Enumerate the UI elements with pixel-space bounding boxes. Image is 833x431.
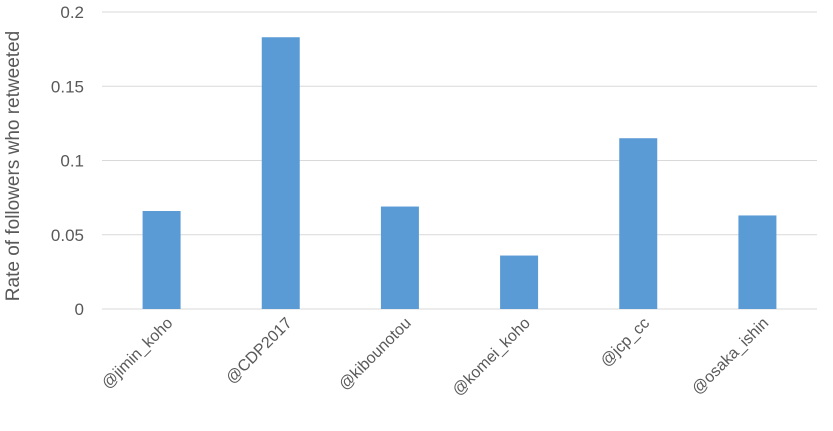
bar	[738, 215, 777, 309]
bar	[380, 206, 419, 309]
bar	[619, 138, 658, 309]
x-tick-labels: @jimin_koho @CDP2017 @kibounotou @komei_koh…	[99, 315, 772, 400]
bar	[261, 37, 300, 310]
y-tick-label: 0.05	[51, 226, 84, 245]
gridlines	[102, 11, 817, 310]
bar	[142, 210, 181, 309]
x-tick-label: @jcp_cc	[598, 315, 654, 371]
x-tick-label: @komei_koho	[449, 315, 534, 400]
bars	[142, 37, 777, 310]
bar	[500, 255, 539, 309]
y-tick-label: 0.15	[51, 77, 84, 96]
y-axis-label: Rate of followers who retweeted	[3, 31, 24, 301]
y-tick-label: 0	[75, 300, 84, 319]
x-tick-label: @CDP2017	[223, 315, 296, 388]
y-tick-label: 0.2	[60, 3, 84, 22]
x-tick-label: @jimin_koho	[99, 315, 177, 393]
y-tick-label: 0.1	[60, 152, 84, 171]
y-tick-labels: 0 0.05 0.1 0.15 0.2	[51, 3, 84, 319]
x-tick-label: @kibounotou	[336, 315, 415, 394]
x-tick-label: @osaka_ishin	[689, 315, 772, 398]
